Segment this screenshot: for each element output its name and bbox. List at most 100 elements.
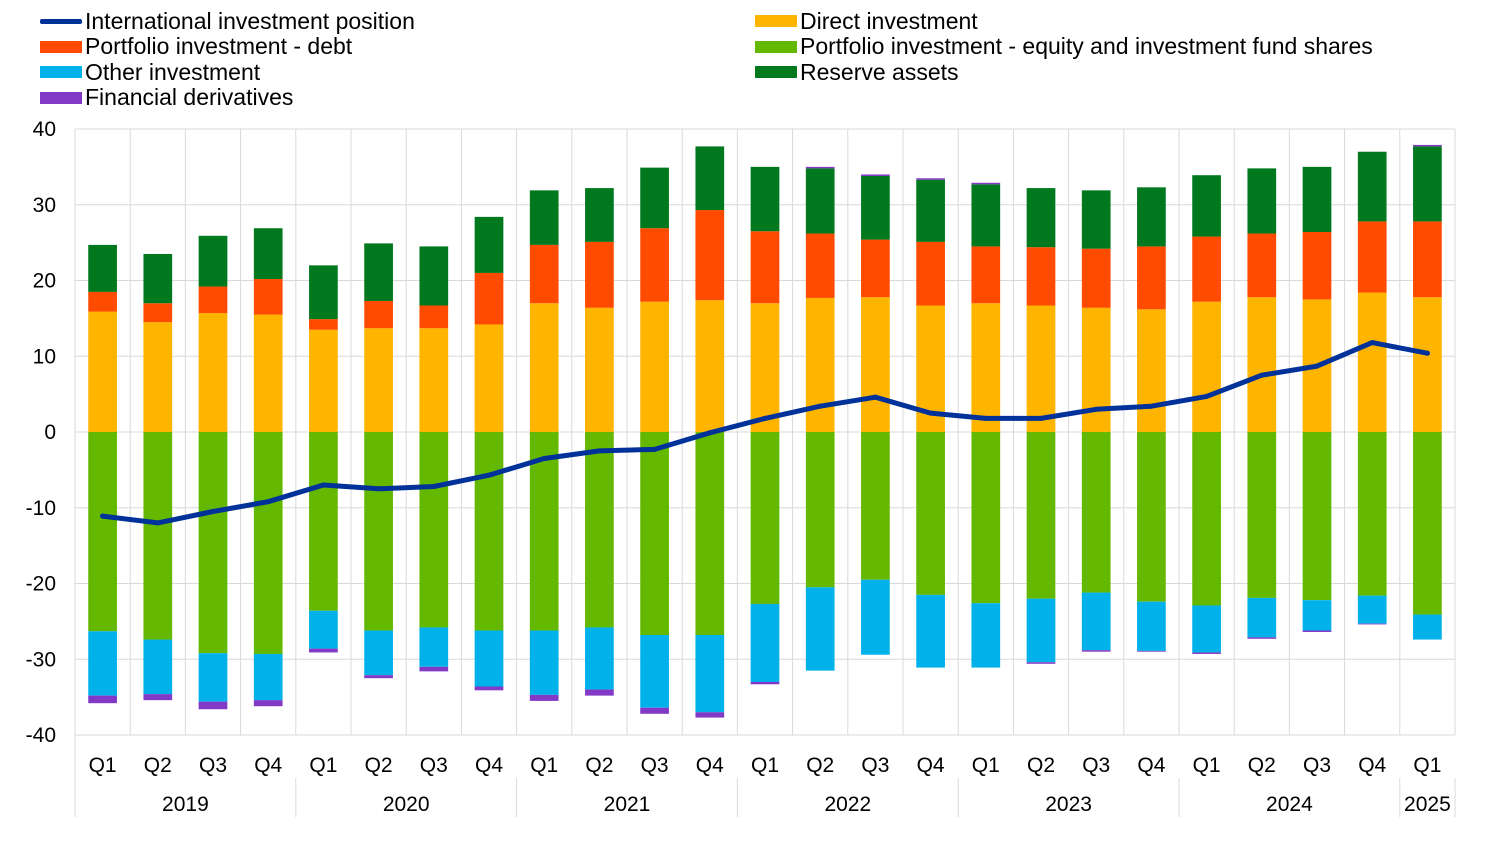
x-tick-label: Q1	[972, 754, 1000, 777]
legend-label: Financial derivatives	[85, 84, 294, 110]
bar-segment	[253, 278, 283, 315]
bar-segment	[1413, 144, 1442, 147]
x-tick-label: Q3	[199, 754, 227, 777]
legend-swatch	[40, 18, 82, 24]
bar-segment	[1357, 432, 1387, 596]
bar-segment	[1137, 246, 1166, 310]
bar-segment	[419, 305, 449, 329]
x-tick-label: Q4	[1358, 754, 1386, 777]
bar-segment	[750, 166, 780, 232]
line-point	[1204, 393, 1210, 399]
x-tick-label: Q3	[641, 754, 669, 777]
bar-segment	[750, 432, 780, 604]
y-tick-label: -10	[26, 497, 56, 520]
bar-segment	[253, 314, 283, 432]
bar-segment	[805, 432, 835, 588]
line-point	[928, 410, 934, 416]
bar-segment	[861, 297, 890, 432]
line-point	[265, 499, 271, 505]
bar-segment	[253, 432, 283, 654]
x-tick-label: Q3	[861, 754, 889, 777]
bar-segment	[1357, 151, 1387, 222]
bar-segment	[364, 328, 393, 432]
bar-segment	[419, 328, 449, 432]
line-point	[1314, 363, 1320, 369]
bar-segment	[971, 182, 1001, 185]
x-tick-label: Q4	[1137, 754, 1165, 777]
bar-segment	[88, 311, 117, 432]
legend-item: International investment position	[40, 8, 415, 34]
bar-segment	[364, 432, 393, 631]
bar-segment	[529, 694, 559, 701]
bar-segment	[695, 635, 725, 713]
bar-segment	[529, 630, 559, 695]
bar-segment	[309, 610, 338, 649]
bar-segment	[474, 630, 504, 687]
bar-segment	[750, 303, 780, 432]
x-tick-label: Q4	[254, 754, 282, 777]
bar-segment	[1026, 247, 1056, 306]
bar-segment	[585, 432, 614, 628]
legend-item: Financial derivatives	[40, 84, 294, 111]
legend-swatch	[755, 15, 797, 27]
bar-segment	[253, 700, 283, 707]
bar-segment	[750, 231, 780, 304]
year-label: 2025	[1404, 793, 1451, 816]
x-tick-label: Q3	[1303, 754, 1331, 777]
x-tick-label: Q3	[420, 754, 448, 777]
bar-segment	[309, 265, 338, 320]
bar-segment	[1026, 662, 1056, 664]
year-label: 2023	[1045, 793, 1092, 816]
bar-segment	[1192, 605, 1221, 653]
bar-segment	[1413, 221, 1442, 298]
bar-segment	[1081, 248, 1111, 308]
line-point	[707, 430, 713, 436]
line-point	[320, 482, 326, 488]
y-tick-label: 10	[33, 345, 56, 368]
bar-segment	[1192, 236, 1221, 302]
bar-segment	[971, 246, 1001, 304]
legend-item: Reserve assets	[755, 59, 959, 85]
legend-item: Direct investment	[755, 8, 978, 34]
bar-segment	[1081, 190, 1111, 249]
bar-segment	[1413, 432, 1442, 615]
bar-segment	[695, 146, 725, 211]
bar-segment	[529, 244, 559, 304]
y-tick-label: 0	[44, 421, 56, 444]
legend-swatch	[40, 40, 82, 53]
x-tick-label: Q2	[1027, 754, 1055, 777]
x-tick-label: Q1	[309, 754, 337, 777]
bar-segment	[971, 603, 1001, 668]
bar-segment	[1137, 650, 1166, 652]
bar-segment	[364, 675, 393, 679]
x-tick-label: Q2	[365, 754, 393, 777]
bar-segment	[309, 648, 338, 653]
bar-segment	[805, 166, 835, 169]
bar-segment	[1247, 637, 1277, 639]
line-point	[817, 403, 823, 409]
bar-segment	[1357, 623, 1387, 625]
line-point	[1093, 406, 1099, 412]
bar-segment	[474, 686, 504, 691]
x-tick-label: Q1	[89, 754, 117, 777]
bar-segment	[585, 188, 614, 242]
bar-segment	[198, 701, 228, 710]
line-point	[1424, 350, 1430, 356]
bar-segment	[750, 681, 780, 685]
year-label: 2024	[1266, 793, 1313, 816]
legend-item: Other investment	[40, 59, 260, 85]
bar-segment	[309, 319, 338, 330]
bar-segment	[1137, 187, 1166, 247]
bar-segment	[1302, 630, 1332, 632]
bar-segment	[1192, 652, 1221, 654]
legend-label: Portfolio investment - debt	[85, 33, 353, 59]
x-tick-label: Q1	[751, 754, 779, 777]
bar-segment	[364, 243, 393, 301]
bar-segment	[1192, 301, 1221, 432]
bar-segment	[419, 627, 449, 667]
legend-item: Portfolio investment - debt	[40, 33, 353, 60]
y-tick-label: -40	[26, 724, 56, 747]
bar-segment	[364, 630, 393, 676]
bar-segment	[143, 322, 173, 432]
bar-segment	[309, 432, 338, 611]
